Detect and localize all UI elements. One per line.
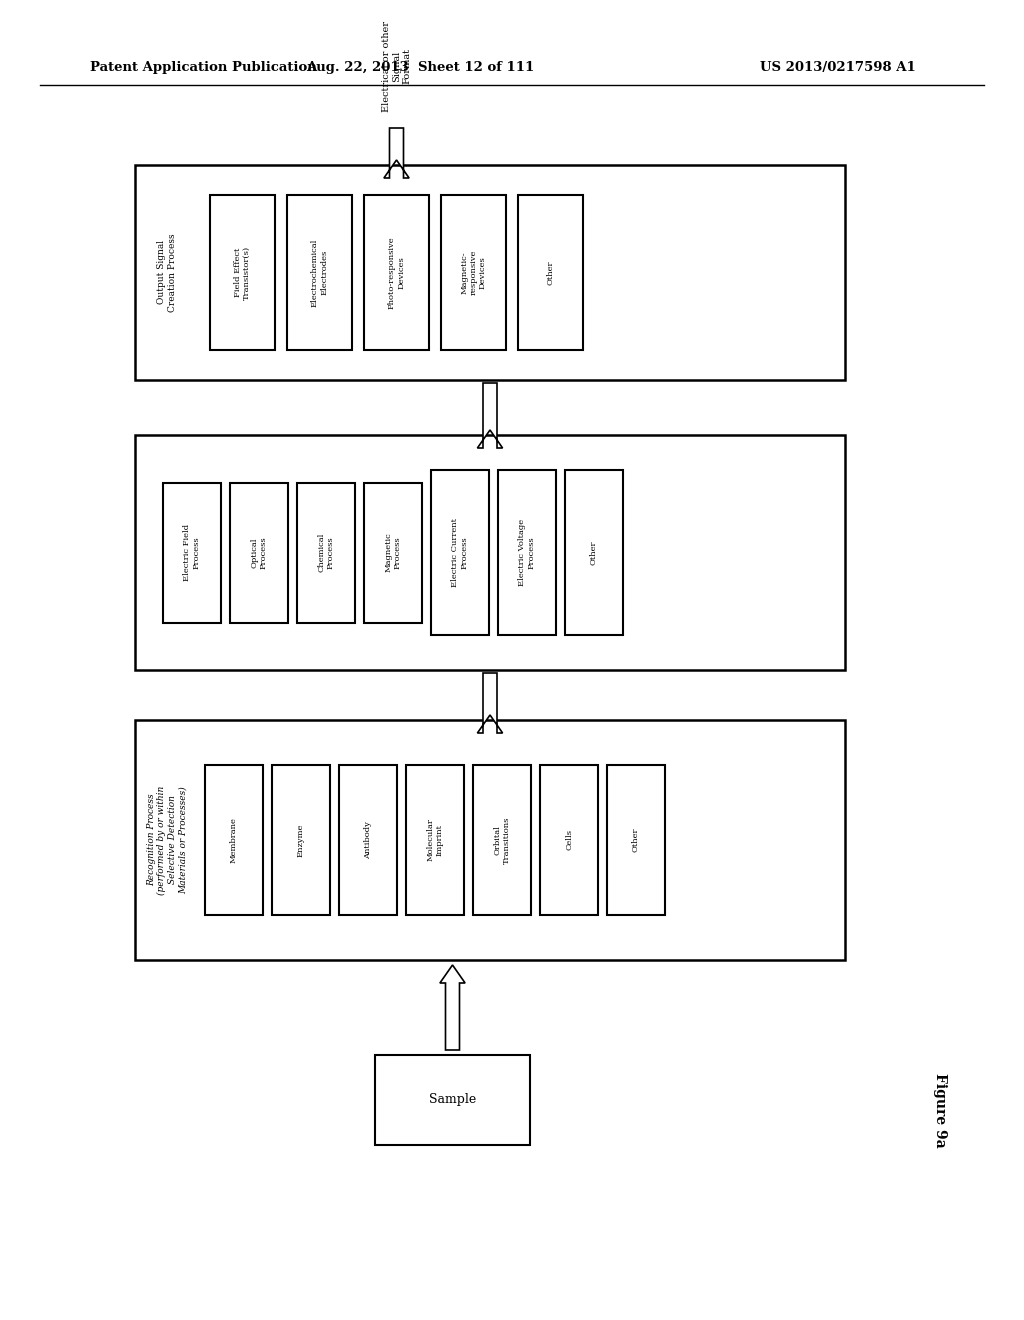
Bar <box>135 436 845 671</box>
Text: Electrochemical
Electrodes: Electrochemical Electrodes <box>311 239 328 306</box>
Polygon shape <box>477 383 503 447</box>
Text: Electrical or other
Signal
Format: Electrical or other Signal Format <box>382 21 412 112</box>
Text: Recognition Process
(performed by or within
Selective Detection
Materials or Pro: Recognition Process (performed by or wit… <box>146 785 187 895</box>
Text: US 2013/0217598 A1: US 2013/0217598 A1 <box>760 62 915 74</box>
Bar <box>364 195 429 350</box>
Bar <box>205 766 263 915</box>
Bar <box>297 483 355 623</box>
Bar <box>364 483 422 623</box>
Polygon shape <box>384 128 410 178</box>
Text: Antibody: Antibody <box>364 821 372 859</box>
Text: Other: Other <box>590 540 598 565</box>
Bar <box>230 483 288 623</box>
Bar <box>210 195 275 350</box>
Bar <box>375 1055 530 1144</box>
Text: Orbital
Transitions: Orbital Transitions <box>494 816 511 863</box>
Text: Enzyme: Enzyme <box>297 824 305 857</box>
Bar <box>540 766 598 915</box>
Text: Electric Field
Process: Electric Field Process <box>183 524 201 581</box>
Text: Magnetic-
responsive
Devices: Magnetic- responsive Devices <box>461 249 486 296</box>
Bar <box>518 195 583 350</box>
Bar <box>431 470 489 635</box>
Text: Figure 9a: Figure 9a <box>933 1073 947 1147</box>
Bar <box>339 766 397 915</box>
Text: Aug. 22, 2013  Sheet 12 of 111: Aug. 22, 2013 Sheet 12 of 111 <box>306 62 535 74</box>
Text: Patent Application Publication: Patent Application Publication <box>90 62 316 74</box>
Text: Field Effect
Transistor(s): Field Effect Transistor(s) <box>233 246 251 300</box>
Text: Electric Current
Process: Electric Current Process <box>452 517 469 587</box>
Bar <box>163 483 221 623</box>
Text: Molecular
Imprint: Molecular Imprint <box>426 818 443 862</box>
Text: Cells: Cells <box>565 829 573 850</box>
Text: Sample: Sample <box>429 1093 476 1106</box>
Text: Photo-responsive
Devices: Photo-responsive Devices <box>388 236 406 309</box>
Text: Other: Other <box>632 828 640 853</box>
Bar <box>607 766 665 915</box>
Bar <box>135 719 845 960</box>
Text: Electric Voltage
Process: Electric Voltage Process <box>518 519 536 586</box>
Text: Chemical
Process: Chemical Process <box>317 533 335 572</box>
Bar <box>272 766 330 915</box>
Text: Optical
Process: Optical Process <box>251 536 267 569</box>
Text: Membrane: Membrane <box>230 817 238 863</box>
Text: Other: Other <box>547 260 555 285</box>
Bar <box>441 195 506 350</box>
Polygon shape <box>477 673 503 733</box>
Polygon shape <box>440 965 465 1049</box>
Bar <box>498 470 556 635</box>
Bar <box>406 766 464 915</box>
Bar <box>473 766 531 915</box>
Bar <box>135 165 845 380</box>
Bar <box>565 470 623 635</box>
Bar <box>287 195 352 350</box>
Text: Magnetic
Process: Magnetic Process <box>384 533 401 573</box>
Text: Output Signal
Creation Process: Output Signal Creation Process <box>158 234 177 312</box>
